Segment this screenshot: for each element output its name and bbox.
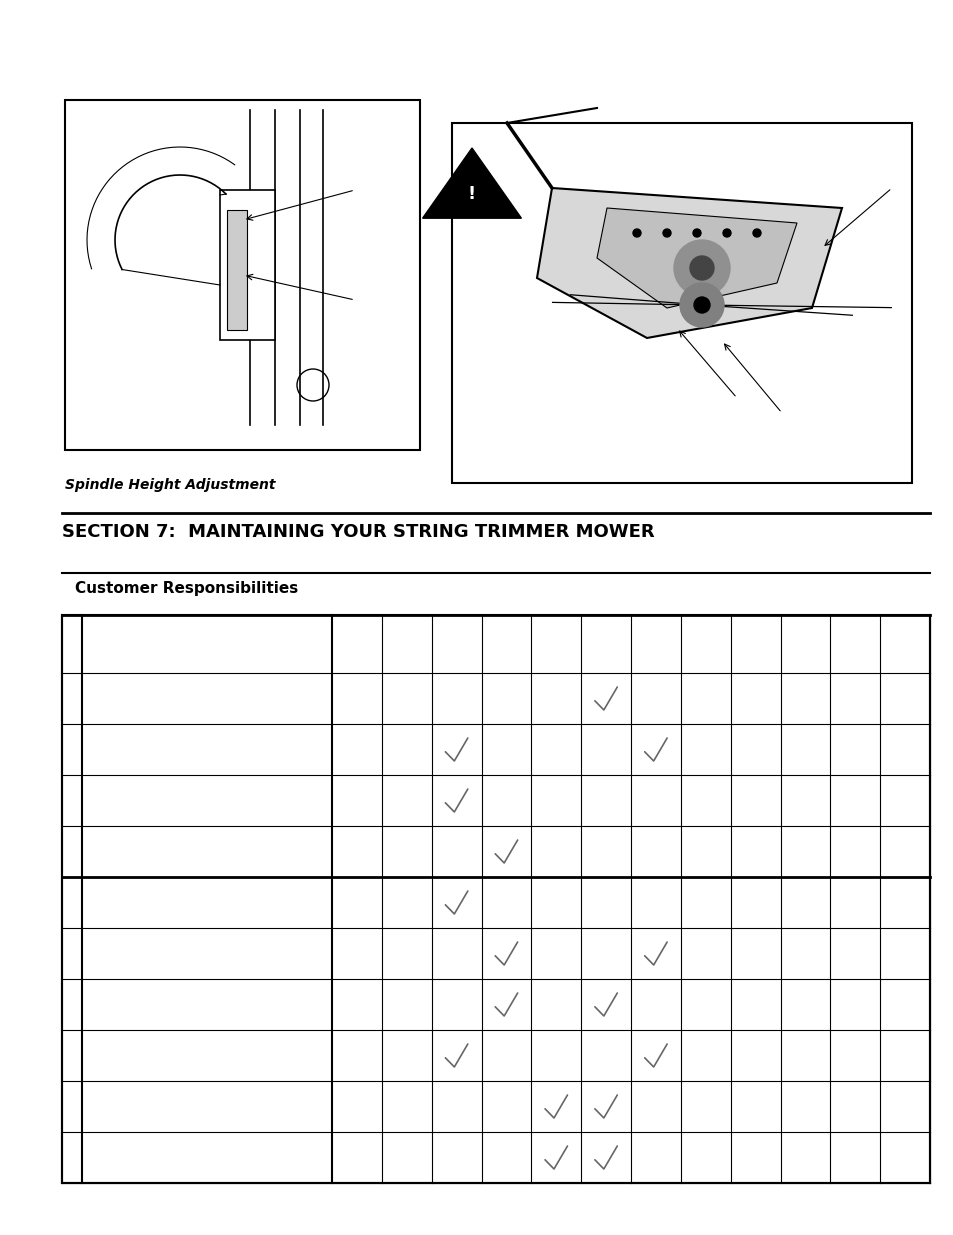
Bar (452, 124, 911, 483)
Circle shape (662, 228, 670, 237)
Text: Customer Responsibilities: Customer Responsibilities (75, 580, 298, 597)
Circle shape (752, 228, 760, 237)
Text: SECTION 7:  MAINTAINING YOUR STRING TRIMMER MOWER: SECTION 7: MAINTAINING YOUR STRING TRIMM… (62, 522, 654, 541)
Text: !: ! (468, 185, 476, 203)
Circle shape (722, 228, 730, 237)
Circle shape (692, 228, 700, 237)
Polygon shape (422, 148, 521, 219)
Circle shape (689, 256, 713, 280)
Circle shape (673, 240, 729, 296)
Circle shape (679, 283, 723, 327)
Text: Spindle Height Adjustment: Spindle Height Adjustment (65, 478, 275, 492)
Polygon shape (537, 188, 841, 338)
Bar (220, 190, 274, 340)
Circle shape (633, 228, 640, 237)
Polygon shape (597, 207, 796, 308)
Bar (65, 100, 419, 450)
Circle shape (693, 296, 709, 312)
Bar (62, 615, 929, 1183)
Bar (227, 210, 247, 330)
